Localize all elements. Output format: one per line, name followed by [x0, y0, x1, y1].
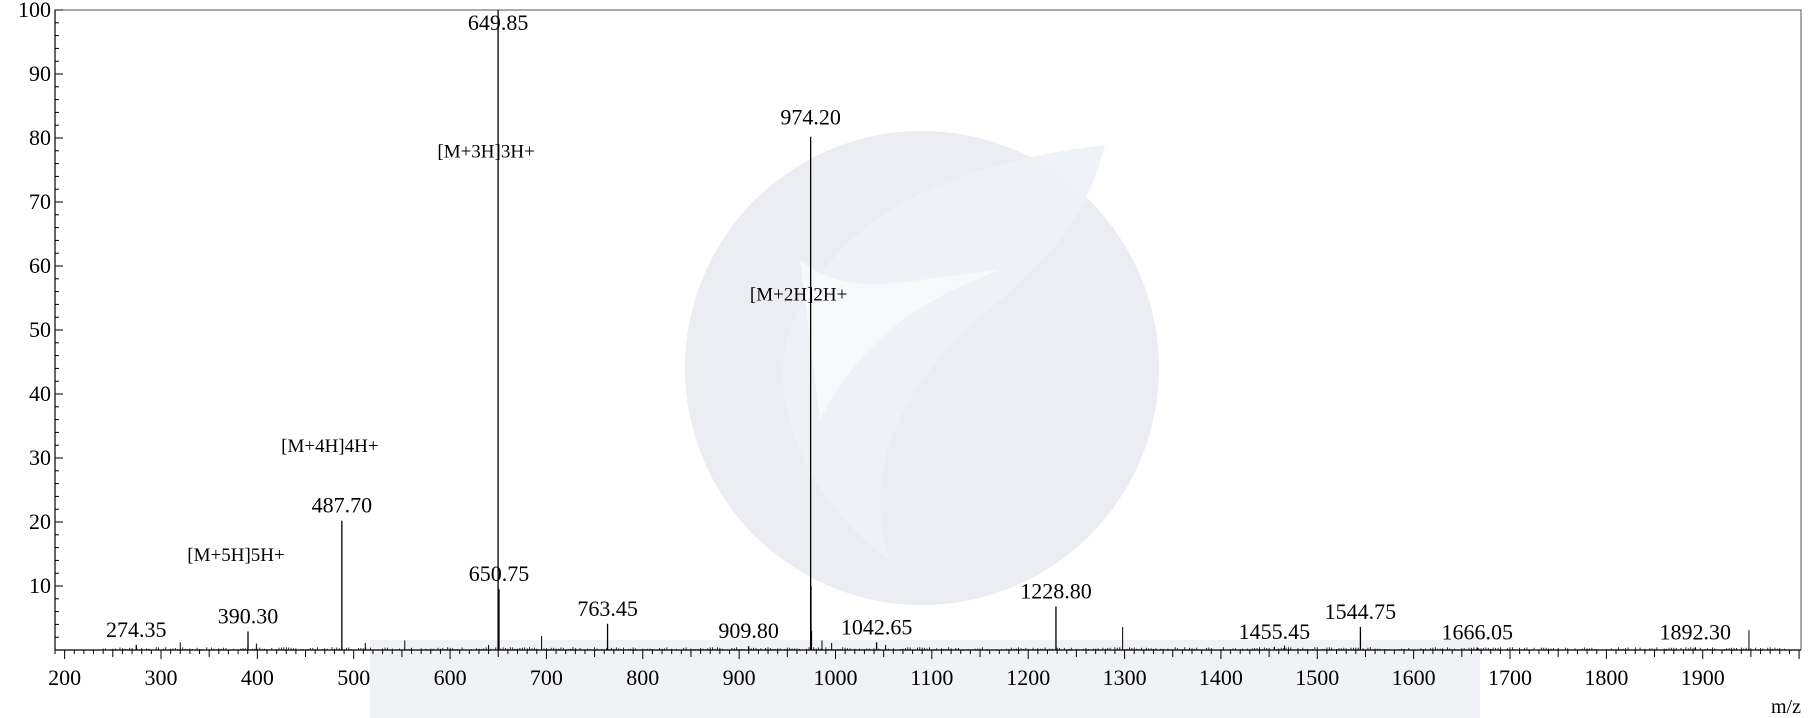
y-tick-label: 20 [29, 509, 51, 534]
x-tick-label: 900 [723, 665, 756, 690]
x-tick-label: 800 [626, 665, 659, 690]
y-tick-label: 50 [29, 317, 51, 342]
ion-annotation: [M+2H]2H+ [750, 284, 847, 305]
x-tick-label: 1900 [1681, 665, 1725, 690]
x-tick-label: 1000 [813, 665, 857, 690]
ion-annotation: [M+4H]4H+ [281, 436, 378, 457]
x-tick-label: 1400 [1199, 665, 1243, 690]
x-tick-label: 700 [530, 665, 563, 690]
peak-label: 763.45 [577, 596, 638, 621]
noise-baseline [102, 647, 1788, 650]
x-tick-label: 500 [337, 665, 370, 690]
x-axis-label: m/z [1771, 696, 1801, 718]
watermark-leaf [782, 145, 1105, 560]
peak-label: 974.20 [780, 105, 841, 130]
peaks [102, 10, 1788, 650]
y-tick-label: 40 [29, 381, 51, 406]
watermark-logo [370, 131, 1480, 718]
x-tick-label: 1800 [1584, 665, 1628, 690]
peak-labels: 649.85 974.20 487.70 650.75 763.45 390.30 274.… [106, 10, 1731, 644]
x-tick-label: 1700 [1488, 665, 1532, 690]
x-tick-label: 1200 [1006, 665, 1050, 690]
axes: 10 20 30 40 50 60 70 80 90 100 200 300 400 500 600 700 8… [18, 0, 1802, 718]
x-tick-label: 1100 [910, 665, 953, 690]
peak-label: 909.80 [718, 618, 779, 643]
x-tick-label: 200 [48, 665, 81, 690]
ion-annotation: [M+5H]5H+ [187, 545, 284, 566]
peak-label: 487.70 [312, 493, 373, 518]
peak-label: 649.85 [468, 10, 529, 35]
peak-label: 1892.30 [1660, 619, 1732, 644]
y-tick-label: 100 [18, 0, 51, 22]
peak-label: 390.30 [218, 603, 279, 628]
y-tick-label: 30 [29, 445, 51, 470]
peak-label: 274.35 [106, 617, 167, 642]
x-tick-label: 600 [434, 665, 467, 690]
ion-annotation: [M+3H]3H+ [437, 142, 534, 163]
y-tick-label: 80 [29, 125, 51, 150]
peak-label: 1228.80 [1020, 578, 1092, 603]
watermark-leaf-highlight [800, 260, 1000, 420]
peak-label: 1042.65 [841, 614, 913, 639]
y-tick-label: 60 [29, 253, 51, 278]
peak-label: 650.75 [469, 561, 530, 586]
y-tick-label: 70 [29, 189, 51, 214]
x-tick-label: 1300 [1103, 665, 1147, 690]
peak-label: 1666.05 [1442, 619, 1514, 644]
y-tick-label: 10 [29, 573, 51, 598]
x-tick-label: 1600 [1392, 665, 1436, 690]
x-tick-label: 400 [241, 665, 274, 690]
peak-label: 1455.45 [1239, 619, 1311, 644]
x-tick-label: 300 [144, 665, 177, 690]
peak-label: 1544.75 [1325, 599, 1397, 624]
watermark-wordmark [370, 640, 1480, 718]
x-tick-label: 1500 [1295, 665, 1339, 690]
y-tick-label: 90 [29, 61, 51, 86]
